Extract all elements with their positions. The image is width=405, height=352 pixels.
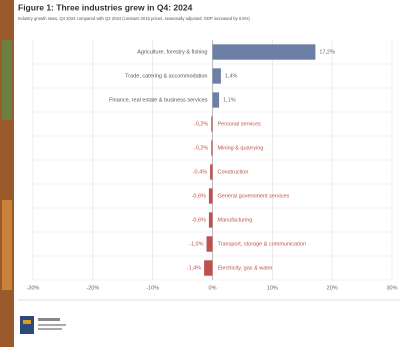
- bar: [212, 68, 221, 84]
- bar: [208, 212, 213, 228]
- value-label: -0,2%: [194, 121, 208, 127]
- value-label: -0,6%: [192, 217, 206, 223]
- category-label: Manufacturing: [218, 217, 253, 223]
- photo-detail: [2, 40, 12, 120]
- x-tick-label: 30%: [386, 285, 397, 291]
- bar: [204, 260, 213, 276]
- x-tick-label: 0%: [209, 285, 217, 291]
- category-label: Construction: [218, 169, 249, 175]
- category-label: Personal services: [218, 121, 262, 127]
- logo-emblem: [23, 320, 31, 324]
- logo-text-block: [38, 324, 66, 326]
- logo: [20, 316, 66, 334]
- logo-text-block: [38, 318, 60, 321]
- value-label: -0,6%: [192, 193, 206, 199]
- value-label: 1,1%: [223, 97, 236, 103]
- logo-text-block: [38, 328, 62, 330]
- value-label: 1,4%: [225, 73, 238, 79]
- bar: [208, 188, 213, 204]
- bar: [211, 116, 213, 132]
- value-label: -1,0%: [189, 241, 203, 247]
- photo-detail: [2, 200, 12, 290]
- chart-title: Figure 1: Three industries grew in Q4: 2…: [18, 2, 193, 12]
- x-tick-label: -20%: [86, 285, 99, 291]
- category-label: Agriculture, forestry & fishing: [137, 49, 207, 55]
- bar: [212, 92, 220, 108]
- category-label: Finance, real estate & business services: [109, 97, 208, 103]
- bar: [206, 236, 213, 252]
- value-label: -0,4%: [193, 169, 207, 175]
- x-tick-label: 20%: [327, 285, 338, 291]
- value-label: 17,2%: [319, 49, 335, 55]
- category-label: Mining & quarrying: [218, 145, 264, 151]
- chart-subtitle: Industry growth rates, Q4 2024 compared …: [18, 16, 250, 21]
- category-label: General government services: [218, 193, 290, 199]
- bar: [210, 164, 213, 180]
- category-label: Transport, storage & communication: [218, 241, 306, 247]
- x-tick-label: -30%: [27, 285, 40, 291]
- x-tick-label: -10%: [146, 285, 159, 291]
- value-label: -0,2%: [194, 145, 208, 151]
- bar: [211, 140, 213, 156]
- logo-emblem: [20, 316, 34, 334]
- value-label: -1,4%: [187, 265, 201, 271]
- x-tick-label: 10%: [267, 285, 278, 291]
- category-label: Trade, catering & accommodation: [125, 73, 207, 79]
- bar: [212, 44, 316, 60]
- category-label: Electricity, gas & water: [218, 265, 273, 271]
